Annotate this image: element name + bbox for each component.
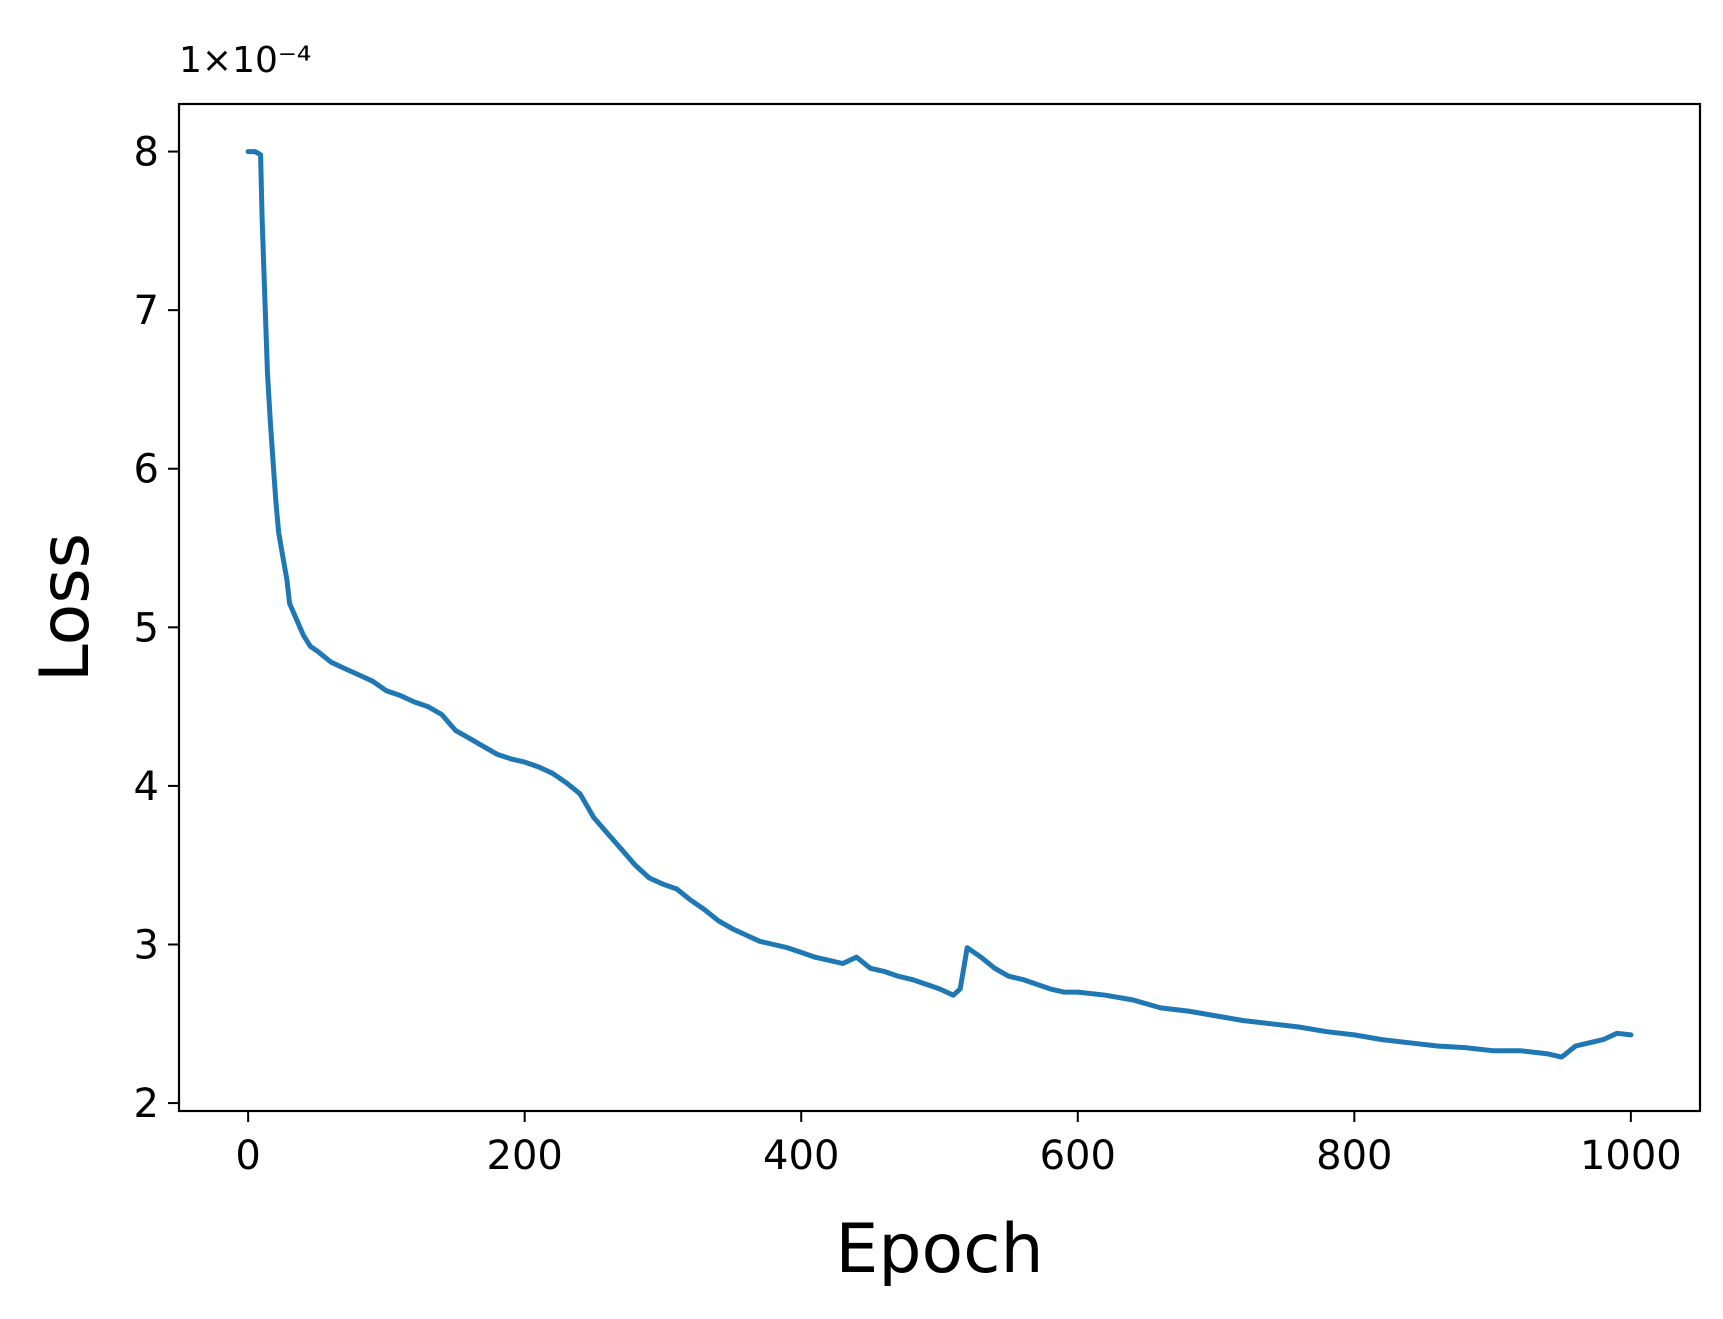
y-axis-label: Loss <box>26 533 105 682</box>
loss-series-group <box>245 149 1634 1060</box>
x-tick-label: 600 <box>1040 1133 1116 1179</box>
x-tick-label: 1000 <box>1580 1133 1682 1179</box>
y-tick-label: 8 <box>134 130 159 176</box>
x-tick-label: 200 <box>487 1133 563 1179</box>
x-tick-label: 800 <box>1316 1133 1392 1179</box>
x-tick-label: 0 <box>235 1133 260 1179</box>
y-tick-label: 2 <box>134 1081 159 1127</box>
x-axis-ticks: 0 200 400 600 800 1000 <box>235 1111 1682 1179</box>
y-offset-label: 1×10⁻⁴ <box>179 40 311 81</box>
loss-line <box>245 149 1634 1060</box>
plot-frame <box>177 102 1702 1113</box>
y-tick-label: 6 <box>134 447 159 493</box>
x-tick-label: 400 <box>763 1133 839 1179</box>
x-axis-label: Epoch <box>835 1210 1043 1289</box>
y-tick-label: 5 <box>134 605 159 651</box>
y-tick-label: 4 <box>134 764 159 810</box>
y-tick-label: 7 <box>134 288 159 334</box>
axes-frame <box>177 102 1702 1113</box>
y-axis-ticks: 2 3 4 5 6 7 8 <box>134 130 179 1127</box>
y-tick-label: 3 <box>134 922 159 968</box>
